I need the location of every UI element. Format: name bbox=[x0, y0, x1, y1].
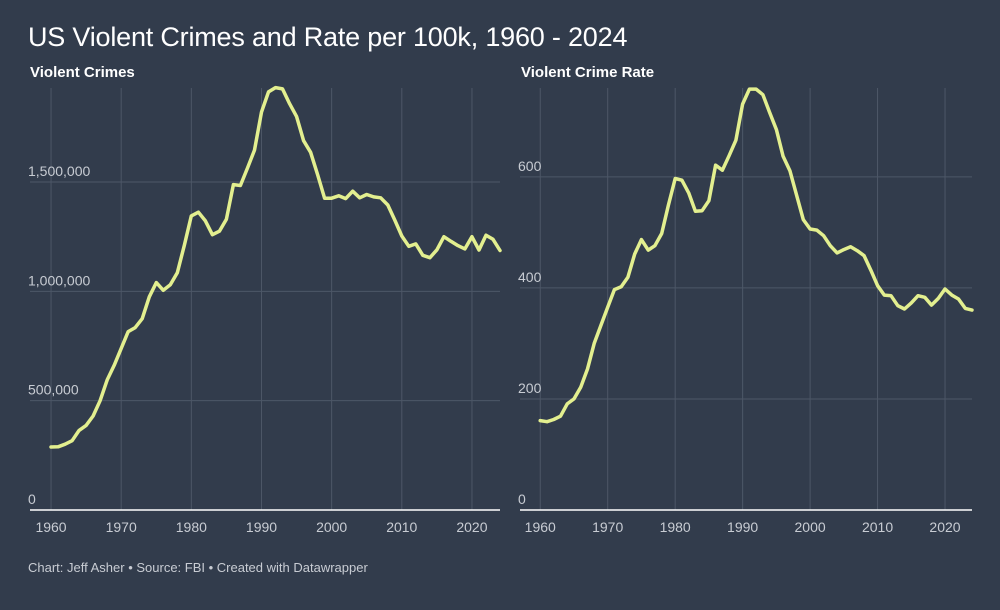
data-point bbox=[930, 304, 933, 307]
data-point bbox=[620, 285, 623, 288]
data-point bbox=[795, 194, 798, 197]
data-point bbox=[842, 248, 845, 251]
y-tick-label: 0 bbox=[518, 491, 526, 507]
data-point bbox=[890, 294, 893, 297]
data-point bbox=[883, 294, 886, 297]
data-point bbox=[701, 209, 704, 212]
x-tick-label: 2000 bbox=[316, 519, 347, 535]
data-point bbox=[775, 128, 778, 131]
data-point bbox=[566, 402, 569, 405]
y-tick-label: 1,000,000 bbox=[28, 272, 90, 288]
data-point bbox=[707, 199, 710, 202]
data-point bbox=[950, 294, 953, 297]
x-tick-label: 1970 bbox=[592, 519, 623, 535]
data-point bbox=[694, 210, 697, 213]
data-point bbox=[836, 251, 839, 254]
data-point bbox=[613, 288, 616, 291]
data-point bbox=[829, 244, 832, 247]
data-point bbox=[748, 88, 751, 91]
panel-title-violent-crime-rate: Violent Crime Rate bbox=[521, 64, 655, 81]
x-tick-label: 1960 bbox=[525, 519, 556, 535]
data-point bbox=[768, 111, 771, 114]
y-tick-label: 0 bbox=[28, 491, 36, 507]
data-point bbox=[917, 294, 920, 297]
series-line bbox=[538, 87, 974, 424]
footer-credits: Chart: Jeff Asher • Source: FBI • Create… bbox=[28, 560, 368, 575]
data-point bbox=[586, 367, 589, 370]
data-point bbox=[923, 296, 926, 299]
series-line bbox=[49, 85, 502, 449]
x-tick-label: 1980 bbox=[176, 519, 207, 535]
panel-title-violent-crimes: Violent Crimes bbox=[30, 64, 135, 81]
x-tick-label: 1960 bbox=[35, 519, 66, 535]
x-tick-label: 2000 bbox=[795, 519, 826, 535]
data-point bbox=[896, 304, 899, 307]
data-point bbox=[559, 415, 562, 418]
data-point bbox=[964, 307, 967, 310]
data-point bbox=[957, 298, 960, 301]
data-point bbox=[863, 254, 866, 257]
data-point bbox=[869, 269, 872, 272]
data-point bbox=[788, 169, 791, 172]
data-point bbox=[755, 88, 758, 91]
data-point bbox=[633, 253, 636, 256]
y-tick-label: 600 bbox=[518, 158, 542, 174]
data-point bbox=[734, 139, 737, 142]
data-point bbox=[593, 342, 596, 345]
data-point bbox=[653, 244, 656, 247]
data-point bbox=[761, 93, 764, 96]
y-tick-label: 1,500,000 bbox=[28, 163, 90, 179]
data-point bbox=[539, 419, 542, 422]
data-point bbox=[782, 155, 785, 158]
chart-title: US Violent Crimes and Rate per 100k, 196… bbox=[28, 22, 628, 52]
data-point bbox=[640, 238, 643, 241]
data-point bbox=[849, 245, 852, 248]
data-point bbox=[687, 191, 690, 194]
data-point bbox=[802, 218, 805, 221]
data-point bbox=[822, 234, 825, 237]
data-point bbox=[937, 297, 940, 300]
data-point bbox=[674, 177, 677, 180]
data-point bbox=[876, 284, 879, 287]
data-point bbox=[680, 179, 683, 182]
data-point bbox=[606, 306, 609, 309]
data-point bbox=[944, 288, 947, 291]
data-point bbox=[856, 249, 859, 252]
y-tick-label: 400 bbox=[518, 269, 542, 285]
x-tick-label: 1980 bbox=[660, 519, 691, 535]
x-tick-label: 1990 bbox=[246, 519, 277, 535]
data-point bbox=[815, 229, 818, 232]
data-point bbox=[809, 228, 812, 231]
data-point bbox=[626, 276, 629, 279]
data-point bbox=[660, 232, 663, 235]
data-point bbox=[903, 307, 906, 310]
x-tick-label: 1990 bbox=[727, 519, 758, 535]
x-tick-label: 1970 bbox=[106, 519, 137, 535]
data-point bbox=[667, 204, 670, 207]
data-point bbox=[971, 309, 974, 312]
data-point bbox=[572, 397, 575, 400]
data-point bbox=[714, 164, 717, 167]
data-point bbox=[647, 249, 650, 252]
x-tick-label: 2010 bbox=[386, 519, 417, 535]
data-point bbox=[579, 386, 582, 389]
y-tick-label: 500,000 bbox=[28, 382, 79, 398]
x-tick-label: 2010 bbox=[862, 519, 893, 535]
data-point bbox=[545, 420, 548, 423]
data-point bbox=[910, 301, 913, 304]
data-point bbox=[599, 324, 602, 327]
data-point bbox=[552, 418, 555, 421]
x-tick-label: 2020 bbox=[456, 519, 487, 535]
data-point bbox=[721, 169, 724, 172]
data-point bbox=[741, 103, 744, 106]
y-tick-label: 200 bbox=[518, 380, 542, 396]
x-tick-label: 2020 bbox=[929, 519, 960, 535]
data-point bbox=[728, 154, 731, 157]
